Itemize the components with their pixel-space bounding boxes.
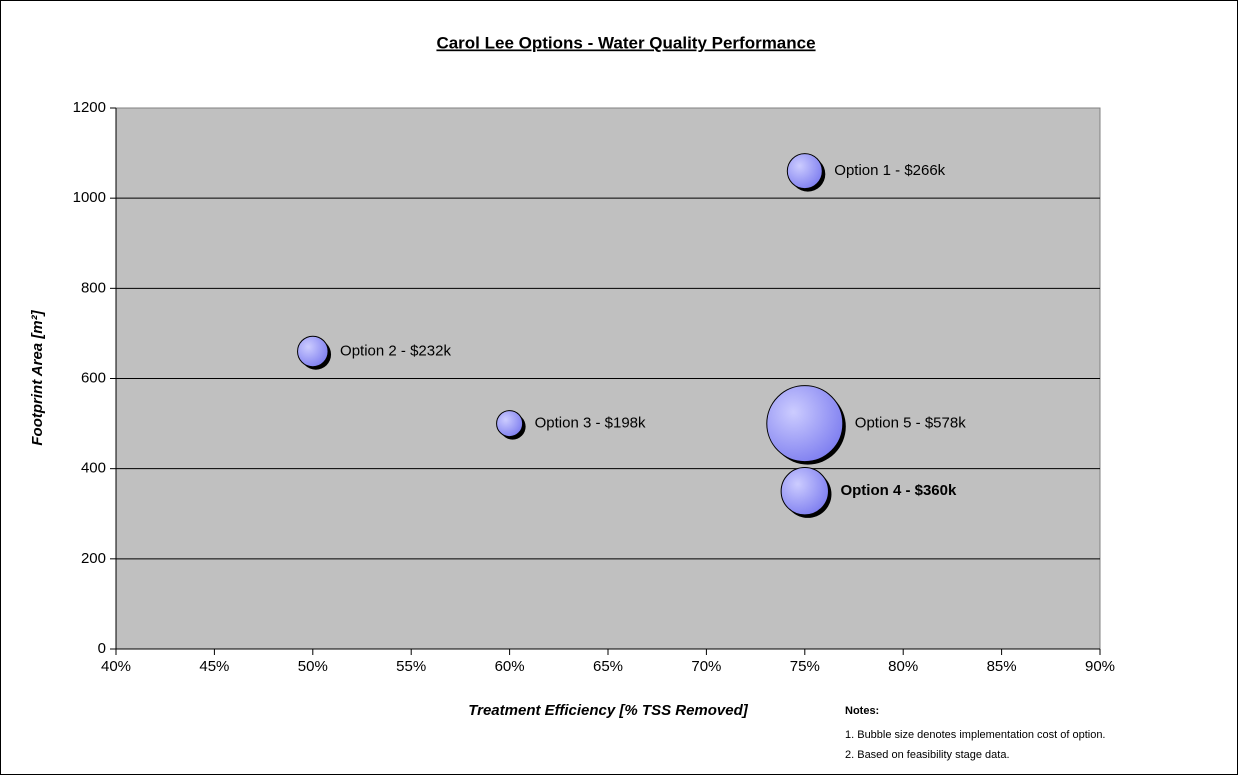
bubble (297, 335, 329, 368)
note: 1. Bubble size denotes implementation co… (845, 729, 1106, 741)
x-tick-label: 85% (987, 658, 1017, 675)
y-tick-label: 1000 (73, 189, 106, 206)
data-label: Option 2 - $232k (340, 342, 451, 359)
y-tick-label: 0 (98, 640, 106, 657)
x-tick-label: 90% (1085, 658, 1115, 675)
bubble (786, 153, 823, 190)
y-tick-label: 200 (81, 550, 106, 567)
bubble (780, 467, 829, 516)
y-tick-label: 600 (81, 369, 106, 386)
data-label: Option 5 - $578k (855, 415, 966, 432)
bubble (766, 385, 844, 463)
data-label: Option 4 - $360k (840, 482, 957, 499)
x-tick-label: 70% (691, 658, 721, 675)
data-label: Option 3 - $198k (535, 415, 646, 432)
chart-title: Carol Lee Options - Water Quality Perfor… (436, 33, 815, 52)
y-tick-label: 800 (81, 279, 106, 296)
x-axis-title: Treatment Efficiency [% TSS Removed] (468, 702, 749, 719)
notes-title: Notes: (845, 705, 879, 717)
x-tick-label: 55% (396, 658, 426, 675)
data-label: Option 1 - $266k (834, 162, 945, 179)
x-tick-label: 75% (790, 658, 820, 675)
x-tick-label: 65% (593, 658, 623, 675)
x-tick-label: 60% (495, 658, 525, 675)
y-tick-label: 400 (81, 460, 106, 477)
y-axis-title: Footprint Area [m²] (29, 309, 46, 445)
x-tick-label: 50% (298, 658, 328, 675)
x-tick-label: 45% (199, 658, 229, 675)
x-tick-label: 80% (888, 658, 918, 675)
bubble (496, 410, 524, 438)
note: 2. Based on feasibility stage data. (845, 749, 1010, 761)
x-tick-label: 40% (101, 658, 131, 675)
y-tick-label: 1200 (73, 99, 106, 116)
